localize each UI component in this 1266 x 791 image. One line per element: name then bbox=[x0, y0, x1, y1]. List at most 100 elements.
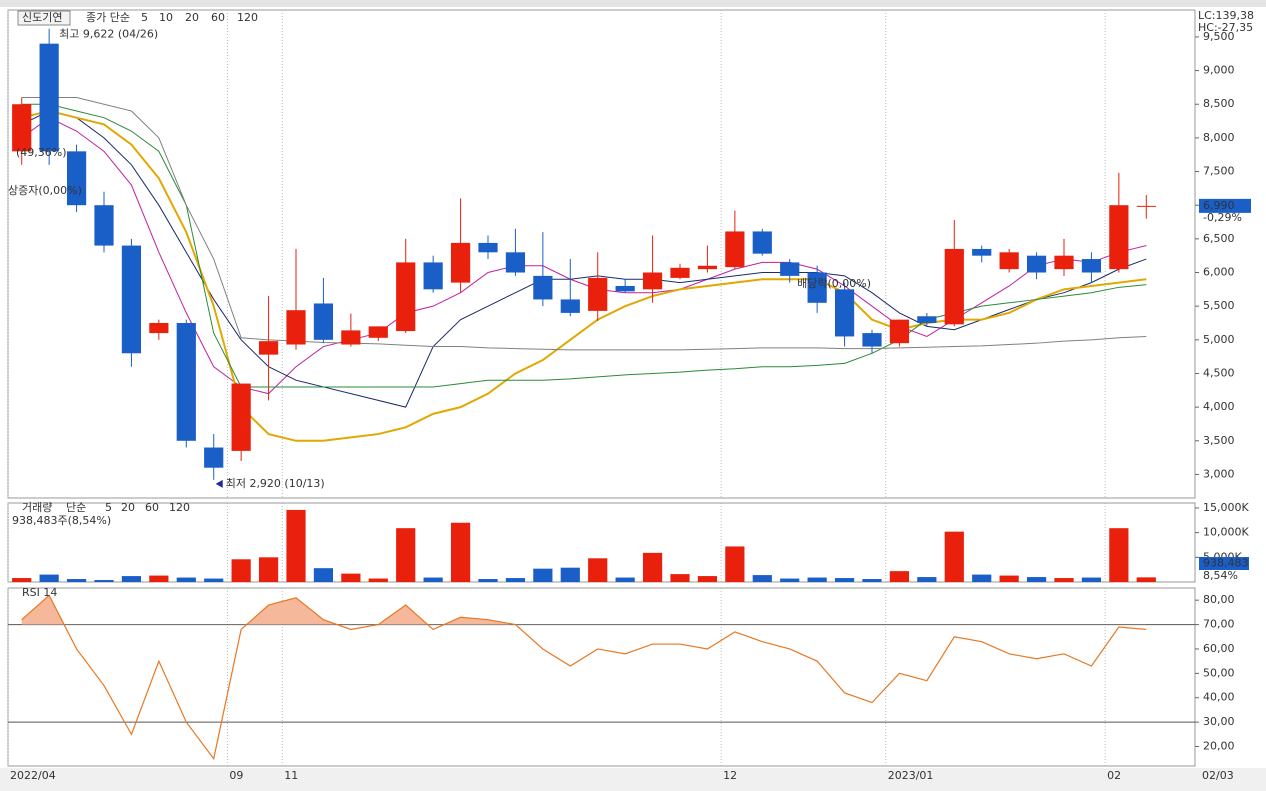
volume-bar bbox=[1081, 577, 1102, 582]
y-tick-label: 3,000 bbox=[1203, 467, 1235, 480]
y-tick-label: 20,00 bbox=[1203, 739, 1235, 752]
legend-item: 60 bbox=[211, 11, 225, 24]
volume-bar bbox=[313, 568, 334, 582]
event-label: 배당락(0,00%) bbox=[797, 277, 871, 290]
volume-bar bbox=[39, 574, 59, 582]
hc-label: HC:-27,35 bbox=[1198, 21, 1253, 34]
candle-body bbox=[450, 242, 471, 283]
candle-body bbox=[697, 265, 718, 270]
legend-item: 120 bbox=[237, 11, 258, 24]
volume-legend-item: 5 bbox=[105, 501, 112, 514]
candle-body bbox=[560, 299, 580, 313]
lc-label: LC:139,38 bbox=[1198, 9, 1254, 22]
title-box bbox=[17, 10, 71, 26]
candle-body bbox=[834, 289, 855, 337]
candle-body bbox=[313, 303, 334, 340]
candle-body bbox=[807, 272, 827, 303]
y-tick-label: 4,000 bbox=[1203, 400, 1235, 413]
legend-item: 10 bbox=[159, 11, 173, 24]
x-axis-bar bbox=[0, 768, 1266, 791]
volume-bar bbox=[972, 574, 992, 582]
volume-legend-item: 120 bbox=[169, 501, 190, 514]
candle-body bbox=[39, 43, 59, 152]
candle-body bbox=[1026, 255, 1047, 273]
x-tick-label: 2022/04 bbox=[10, 769, 56, 782]
candle-body bbox=[396, 262, 416, 332]
volume-bar bbox=[341, 573, 361, 582]
y-tick-label: 3,500 bbox=[1203, 434, 1235, 447]
candle-body bbox=[258, 341, 279, 355]
candle-body bbox=[615, 285, 635, 292]
volume-bar bbox=[615, 577, 635, 582]
x-tick-label: 09 bbox=[229, 769, 243, 782]
x-tick-label: 2023/01 bbox=[888, 769, 934, 782]
volume-bar bbox=[505, 578, 526, 582]
candle-body bbox=[670, 267, 690, 278]
y-tick-label: 6,000 bbox=[1203, 266, 1235, 279]
candle-body bbox=[725, 231, 745, 268]
volume-legend-item: 20 bbox=[121, 501, 135, 514]
last-change-label: -0,29% bbox=[1203, 211, 1242, 224]
y-tick-label: 80,00 bbox=[1203, 593, 1235, 606]
candle-body bbox=[204, 447, 224, 468]
candle-body bbox=[752, 231, 772, 254]
rsi-overbought-fill bbox=[21, 595, 1147, 625]
volume-subtitle: 938,483주(8,54%) bbox=[12, 514, 111, 527]
volume-bar bbox=[258, 557, 279, 582]
volume-bar bbox=[121, 576, 142, 582]
y-tick-label: 9,000 bbox=[1203, 64, 1235, 77]
y-tick-label: 60,00 bbox=[1203, 642, 1235, 655]
volume-bar bbox=[94, 580, 114, 582]
y-tick-label: 30,00 bbox=[1203, 715, 1235, 728]
legend-item: 5 bbox=[141, 11, 148, 24]
volume-bar bbox=[889, 571, 910, 582]
candle-body bbox=[780, 262, 800, 276]
last-volume-box bbox=[1199, 557, 1249, 570]
y-tick-label: 15,000K bbox=[1203, 501, 1249, 514]
y-tick-label: 8,500 bbox=[1203, 97, 1235, 110]
volume-bar bbox=[1026, 577, 1047, 582]
volume-bar bbox=[725, 546, 745, 582]
y-tick-label: 9,500 bbox=[1203, 30, 1235, 43]
volume-legend-label: 단순 bbox=[66, 501, 86, 514]
candle-body bbox=[889, 319, 910, 344]
y-tick-label: 40,00 bbox=[1203, 691, 1235, 704]
candle-body bbox=[423, 262, 443, 290]
volume-bar bbox=[66, 579, 87, 582]
volume-bar bbox=[834, 578, 855, 582]
volume-bar bbox=[752, 575, 772, 582]
event-label: 상증자(0,00%) bbox=[8, 184, 82, 197]
event-label: (49,36%) bbox=[16, 146, 67, 159]
candle-body bbox=[642, 272, 663, 290]
candle-body bbox=[149, 322, 169, 334]
volume-bar bbox=[560, 567, 580, 582]
candle-body bbox=[917, 316, 937, 323]
price-panel bbox=[7, 9, 1196, 499]
volume-bar bbox=[478, 579, 498, 582]
candle-body bbox=[533, 275, 553, 300]
x-tick-label: 11 bbox=[284, 769, 298, 782]
candle-body bbox=[176, 322, 196, 441]
y-tick-label: 8,000 bbox=[1203, 131, 1235, 144]
low-label: 최저 2,920 (10/13) bbox=[226, 477, 325, 490]
y-tick-label: 7,500 bbox=[1203, 165, 1235, 178]
volume-bar bbox=[862, 579, 882, 582]
volume-bar bbox=[149, 575, 169, 582]
ma-line bbox=[21, 97, 1147, 351]
volume-bar bbox=[423, 577, 443, 582]
volume-bar bbox=[396, 528, 416, 582]
candle-body bbox=[121, 245, 142, 354]
legend-item: 20 bbox=[185, 11, 199, 24]
y-tick-label: 6,500 bbox=[1203, 232, 1235, 245]
volume-bar bbox=[670, 574, 690, 582]
last-volume-label: 938,483 bbox=[1203, 557, 1249, 570]
volume-bar bbox=[286, 509, 306, 582]
candle-body bbox=[368, 326, 388, 338]
x-end-label: 02/03 bbox=[1202, 769, 1234, 782]
rsi-title: RSI 14 bbox=[22, 586, 57, 599]
candle-body bbox=[944, 248, 964, 325]
candle-body bbox=[862, 333, 882, 347]
legend-label: 종가 단순 bbox=[86, 11, 130, 24]
candle-body bbox=[972, 248, 992, 256]
y-tick-label: 4,500 bbox=[1203, 366, 1235, 379]
